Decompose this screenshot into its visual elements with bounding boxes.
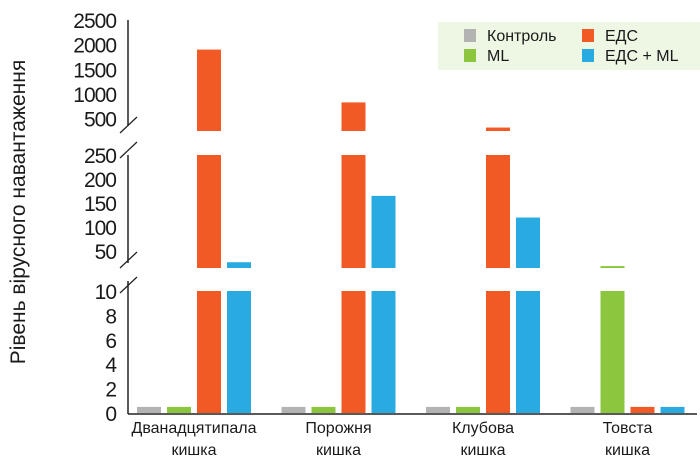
bar-break-segment <box>197 49 221 131</box>
bar-break-segment <box>341 155 366 268</box>
bar <box>516 291 540 413</box>
y-tick-label: 2500 <box>73 10 116 33</box>
bar-break-segment <box>486 155 510 268</box>
bar <box>426 406 450 413</box>
bar <box>486 291 510 413</box>
bar-break-segment <box>197 155 221 268</box>
bar <box>227 291 251 413</box>
y-tick-label: 150 <box>84 193 116 216</box>
legend-background <box>438 22 700 70</box>
axis-break-mark <box>119 276 138 294</box>
x-tick-label: Клубова <box>452 420 514 437</box>
y-tick-label: 8 <box>105 305 116 328</box>
y-tick-label: 50 <box>95 241 117 264</box>
bar-break-segment <box>227 262 251 268</box>
bar <box>570 406 595 413</box>
legend-label: ЕДС <box>605 28 638 45</box>
bar <box>660 406 685 413</box>
bar-break-segment <box>486 127 510 131</box>
bar-break-segment <box>371 195 396 268</box>
bar <box>600 291 625 413</box>
y-tick-label: 1500 <box>73 59 116 82</box>
y-tick-label: 10 <box>95 281 117 304</box>
axis-break-mark <box>119 116 138 134</box>
x-tick-label: кишка <box>316 442 361 459</box>
legend-label: ЕДС + ML <box>605 48 679 65</box>
y-tick-label: 250 <box>84 145 116 168</box>
y-tick-label: 0 <box>105 403 116 426</box>
legend-swatch <box>464 29 476 42</box>
y-tick-label: 4 <box>105 354 117 377</box>
y-tick-label: 2 <box>105 379 116 402</box>
x-tick-label: Товста <box>603 420 653 437</box>
x-tick-label: Дванадцятипала <box>131 420 256 437</box>
bar-break-segment <box>600 266 625 268</box>
bar <box>311 406 336 413</box>
bar <box>167 406 191 413</box>
y-tick-label: 200 <box>84 169 116 192</box>
y-tick-label: 100 <box>84 217 116 240</box>
legend-swatch <box>582 49 594 62</box>
x-tick-label: кишка <box>460 442 505 459</box>
legend-label: ML <box>487 48 509 65</box>
y-axis-label: Рівень вірусного навантаження <box>7 60 30 365</box>
bar <box>281 406 306 413</box>
legend-swatch <box>582 29 594 42</box>
bar <box>341 291 366 413</box>
bar <box>371 291 396 413</box>
axis-break-mark <box>119 251 138 269</box>
legend-swatch <box>464 49 476 62</box>
y-tick-label: 2000 <box>73 35 116 58</box>
bar <box>197 291 221 413</box>
y-tick-label: 6 <box>105 330 116 353</box>
x-tick-label: Порожня <box>305 420 371 437</box>
axis-break-mark <box>119 141 138 159</box>
bar <box>137 406 161 413</box>
y-tick-label: 1000 <box>73 84 116 107</box>
bar-break-segment <box>516 217 540 268</box>
bar <box>630 406 655 413</box>
bar-break-segment <box>341 102 366 131</box>
x-tick-label: кишка <box>171 442 216 459</box>
bar <box>456 406 480 413</box>
legend-label: Контроль <box>487 28 557 45</box>
x-tick-label: кишка <box>605 442 650 459</box>
y-tick-label: 500 <box>84 109 116 132</box>
